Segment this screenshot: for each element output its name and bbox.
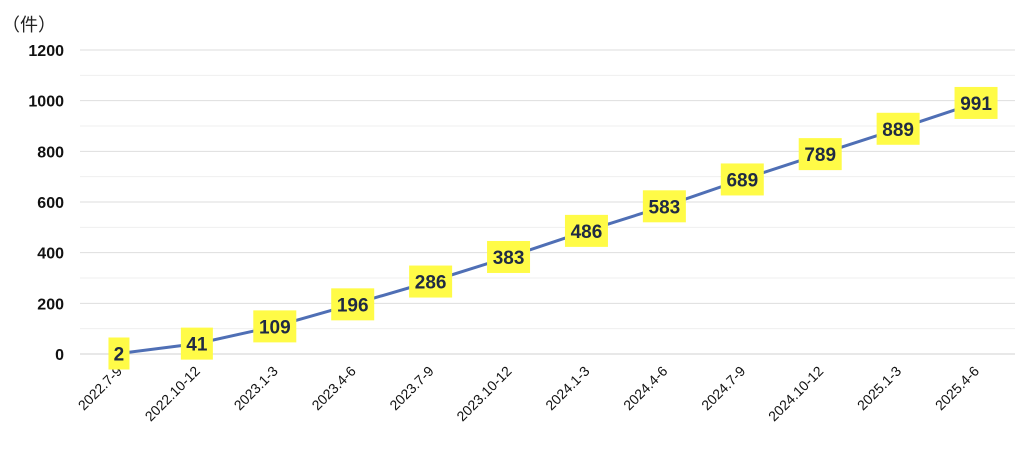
- data-label-background: [108, 337, 130, 370]
- data-label-background: [954, 86, 998, 119]
- data-label: 286: [415, 273, 447, 294]
- x-tick-label: 2025.4-6: [932, 363, 983, 414]
- data-label-background: [180, 327, 213, 360]
- data-label: 789: [804, 145, 836, 166]
- data-label-background: [564, 214, 608, 247]
- data-label: 991: [960, 94, 992, 115]
- x-tick-label: 2023.4-6: [308, 363, 359, 414]
- x-tick-label: 2024.4-6: [620, 363, 671, 414]
- data-label: 2: [114, 344, 125, 365]
- x-tick-label: 2022.7-9: [75, 363, 126, 414]
- data-label-background: [798, 138, 842, 171]
- data-label-background: [720, 163, 764, 196]
- data-label: 41: [186, 335, 208, 356]
- x-tick-label: 2023.1-3: [231, 363, 282, 414]
- y-tick-label: 800: [37, 144, 64, 161]
- x-tick-label: 2023.7-9: [386, 363, 437, 414]
- data-label-background: [409, 265, 453, 298]
- series-line: [117, 101, 978, 355]
- y-tick-label: 1200: [28, 43, 64, 60]
- y-tick-label: 0: [55, 347, 64, 364]
- data-label: 196: [337, 295, 369, 316]
- data-label: 689: [726, 170, 758, 191]
- data-label-background: [876, 112, 920, 145]
- data-label: 109: [259, 317, 291, 338]
- gridlines: [80, 49, 1015, 355]
- x-tick-label: 2024.10-12: [765, 363, 827, 425]
- data-labels: 2 41 109 196 286 383 486 583 689 789 889 991: [108, 86, 998, 370]
- y-unit-label: （件）: [2, 15, 56, 36]
- data-label-background: [331, 288, 375, 321]
- y-axis-ticks: 0 200 400 600 800 1000 1200: [28, 43, 64, 364]
- data-label: 486: [571, 222, 603, 243]
- x-axis-ticks: 2022.7-9 2022.10-12 2023.1-3 2023.4-6 2023.7…: [75, 363, 983, 425]
- x-tick-label: 2024.7-9: [698, 363, 749, 414]
- data-label-background: [253, 310, 297, 343]
- y-tick-label: 200: [37, 296, 64, 313]
- data-label: 383: [493, 248, 525, 269]
- x-tick-label: 2025.1-3: [854, 363, 905, 414]
- data-label: 583: [649, 197, 681, 218]
- y-tick-label: 600: [37, 195, 64, 212]
- series-line-group: [117, 101, 978, 355]
- y-tick-label: 400: [37, 246, 64, 263]
- x-tick-label: 2024.1-3: [542, 363, 593, 414]
- data-label-background: [487, 240, 531, 273]
- data-label-background: [642, 190, 686, 223]
- y-tick-label: 1000: [28, 94, 64, 111]
- data-label: 889: [882, 120, 914, 141]
- x-tick-label: 2023.10-12: [453, 363, 515, 425]
- x-tick-label: 2022.10-12: [142, 363, 204, 425]
